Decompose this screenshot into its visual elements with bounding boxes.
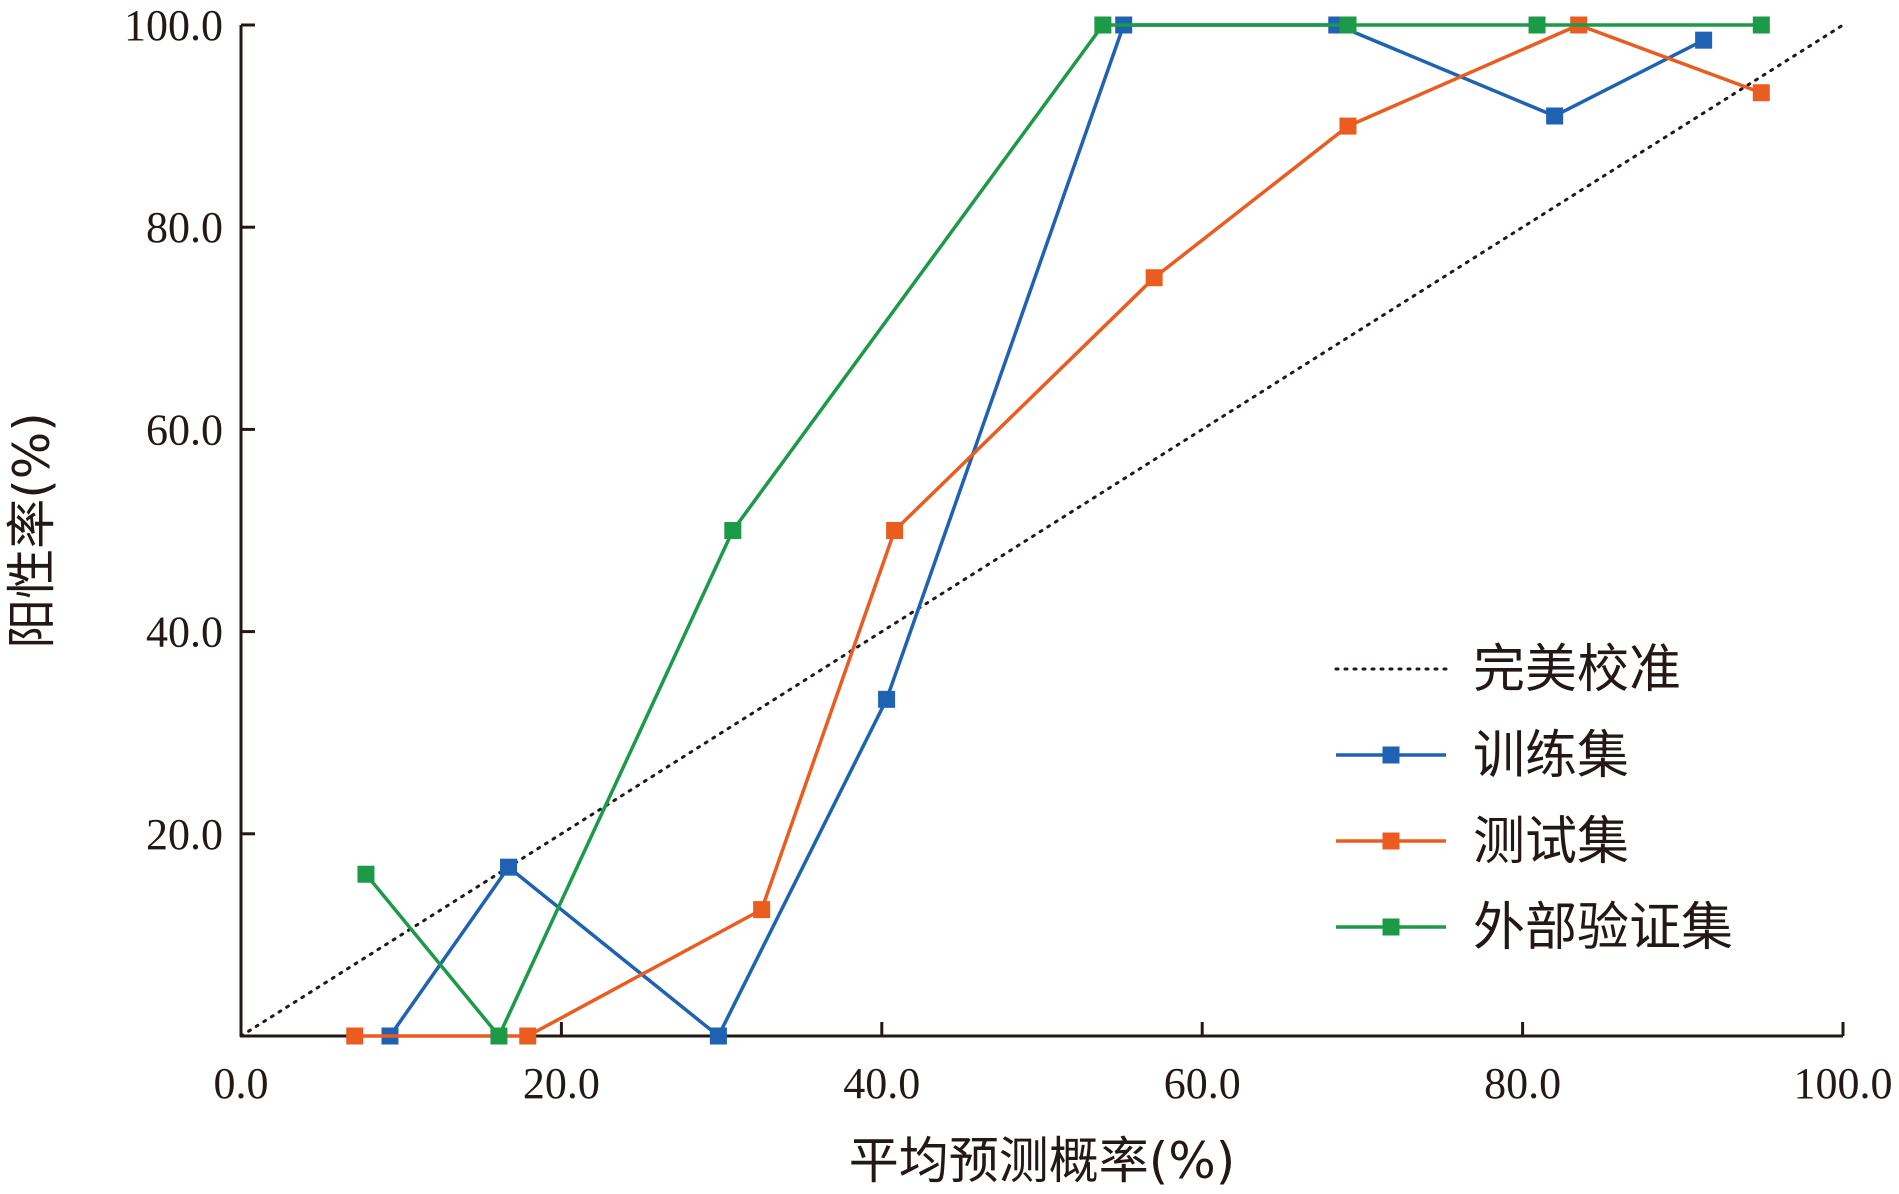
- legend-item: 完美校准: [1334, 640, 1681, 700]
- legend-swatch-marker: [1382, 832, 1400, 850]
- legend-swatch-marker: [1382, 918, 1400, 936]
- x-tick-label: 0.0: [214, 1059, 269, 1108]
- series-point: [878, 690, 896, 708]
- x-tick-label: 20.0: [523, 1059, 600, 1108]
- legend-label: 测试集: [1473, 812, 1629, 872]
- series-测试集: [346, 16, 1770, 1045]
- series-训练集: [381, 16, 1713, 1045]
- series-line: [364, 23, 1762, 1038]
- legend-item: 测试集: [1336, 812, 1629, 872]
- series-point: [1094, 16, 1112, 34]
- x-tick-label: 60.0: [1164, 1059, 1241, 1108]
- series-point: [346, 1027, 364, 1045]
- x-tick-label: 40.0: [843, 1059, 920, 1108]
- series-point: [1339, 16, 1357, 34]
- series-point: [519, 1027, 537, 1045]
- y-tick-label: 80.0: [146, 203, 223, 252]
- series-point: [1528, 16, 1546, 34]
- series-point: [886, 522, 904, 539]
- series-line: [388, 23, 1705, 1038]
- series-point: [500, 858, 518, 876]
- series-point: [1145, 269, 1163, 287]
- x-ticks: 0.0 20.0 40.0 60.0 80.0 100.0: [214, 1022, 1893, 1108]
- series-point: [357, 865, 375, 883]
- y-tick-label: 60.0: [146, 405, 223, 454]
- y-tick-label: 20.0: [146, 810, 223, 859]
- y-tick-label: 100.0: [124, 1, 223, 50]
- series-line: [354, 23, 1762, 1038]
- series-point: [724, 522, 742, 539]
- x-axis-title: 平均预测概率(%): [849, 1132, 1236, 1190]
- plot-area: [239, 16, 1845, 1045]
- perfect-calibration-line: [239, 23, 1845, 1038]
- series-point: [1695, 31, 1713, 49]
- series-point: [1752, 16, 1770, 34]
- x-tick-label: 100.0: [1794, 1059, 1893, 1108]
- legend-label: 外部验证集: [1473, 898, 1733, 958]
- legend-swatch-marker: [1382, 746, 1400, 764]
- series-point: [1546, 107, 1564, 125]
- series-外部验证集: [357, 16, 1770, 1045]
- y-tick-label: 40.0: [146, 608, 223, 657]
- series-point: [490, 1027, 508, 1045]
- legend-label: 训练集: [1473, 726, 1629, 786]
- legend-label: 完美校准: [1473, 640, 1681, 700]
- series-point: [753, 901, 771, 919]
- legend-item: 外部验证集: [1336, 898, 1733, 958]
- y-axis-title: 阳性率(%): [3, 412, 61, 649]
- series-point: [709, 1027, 727, 1045]
- legend-item: 训练集: [1336, 726, 1629, 786]
- x-tick-label: 80.0: [1484, 1059, 1561, 1108]
- series-point: [1339, 117, 1357, 135]
- series-point: [1752, 84, 1770, 102]
- y-ticks: 20.0 40.0 60.0 80.0 100.0: [124, 1, 255, 859]
